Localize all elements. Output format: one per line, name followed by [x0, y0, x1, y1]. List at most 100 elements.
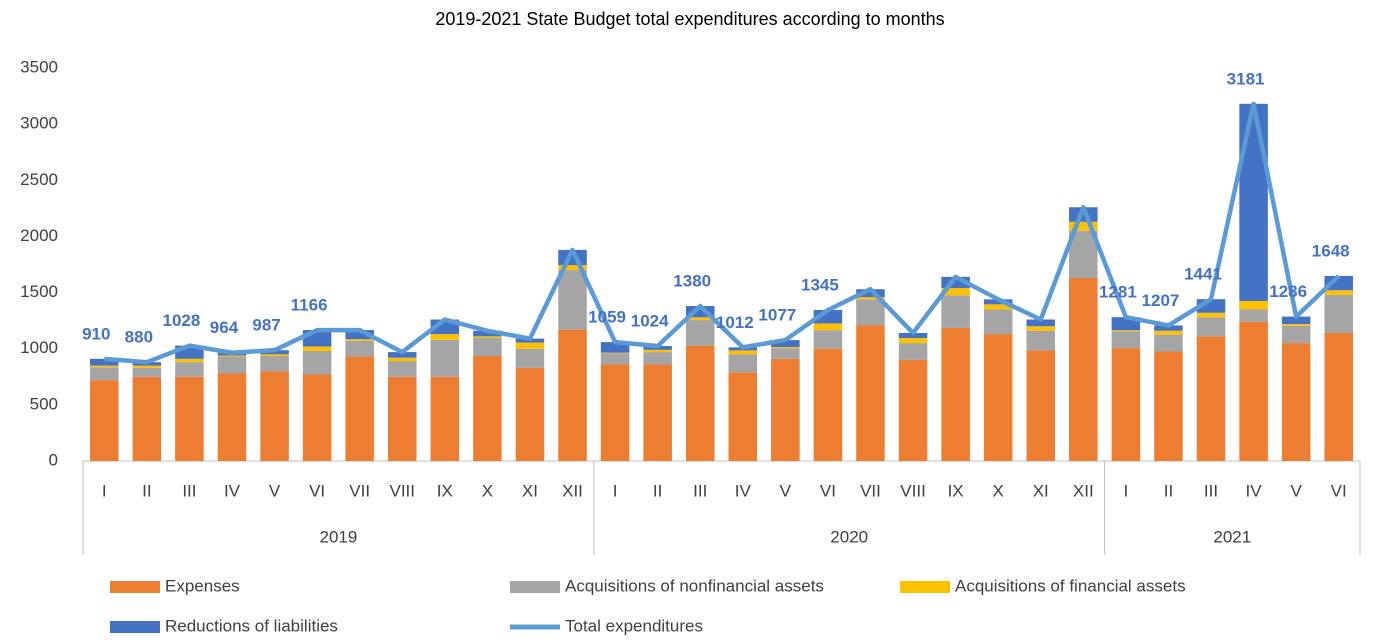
x-tick-label: VIII: [389, 481, 415, 500]
legend-label: Total expenditures: [565, 616, 703, 635]
data-label: 910: [82, 324, 110, 343]
data-label: 987: [252, 316, 280, 335]
bar-segment: [515, 348, 545, 368]
bar-segment: [728, 372, 758, 461]
data-label: 964: [210, 318, 239, 337]
data-label: 1207: [1142, 291, 1180, 310]
bar-segment: [132, 367, 162, 377]
y-tick-label: 3500: [20, 57, 58, 76]
bar-segment: [941, 295, 970, 328]
bar-segment: [175, 362, 204, 377]
x-tick-label: V: [780, 481, 792, 500]
bar-segment: [771, 347, 800, 349]
legend-label: Reductions of liabilities: [165, 616, 338, 635]
legend-swatch: [900, 581, 950, 593]
bar-segment: [856, 297, 885, 300]
bar-segment: [856, 299, 885, 326]
bar-segment: [941, 276, 970, 289]
bar-segment: [898, 343, 928, 360]
y-tick-label: 3000: [20, 114, 58, 133]
x-tick-label: VI: [1331, 481, 1347, 500]
bar-segment: [685, 345, 715, 461]
bar-segment: [1111, 330, 1141, 332]
bar-segment: [685, 306, 715, 318]
x-tick-label: VI: [309, 481, 325, 500]
group-label: 2021: [1213, 527, 1251, 546]
bar-segment: [1281, 325, 1311, 344]
bar-segment: [515, 342, 545, 349]
y-tick-label: 2500: [20, 170, 58, 189]
bar-segment: [1069, 221, 1098, 231]
x-tick-label: III: [1204, 481, 1218, 500]
y-tick-label: 2000: [20, 226, 58, 245]
bar-segment: [345, 340, 374, 357]
x-tick-label: XI: [1033, 481, 1049, 500]
group-label: 2020: [830, 527, 868, 546]
bar-segment: [1111, 348, 1141, 461]
legend-label: Expenses: [165, 576, 240, 595]
bar-segment: [558, 265, 587, 271]
bar-segment: [430, 376, 460, 461]
bar-segment: [90, 380, 119, 461]
bar-segment: [600, 342, 630, 353]
x-tick-label: II: [142, 481, 151, 500]
bar-segment: [1196, 336, 1226, 461]
data-label: 1166: [291, 296, 328, 315]
bar-segment: [260, 356, 289, 372]
total-line: [104, 101, 1341, 365]
bar-segment: [643, 364, 672, 461]
bar-segment: [1026, 319, 1056, 327]
x-tick-label: X: [482, 481, 493, 500]
data-label: 1077: [758, 306, 796, 325]
y-tick-label: 500: [30, 394, 58, 413]
bar-segment: [217, 356, 247, 374]
y-tick-label: 0: [49, 450, 58, 469]
bar-segment: [1069, 207, 1098, 222]
bar-segment: [473, 336, 502, 339]
bar-segment: [430, 334, 460, 340]
x-tick-label: III: [693, 481, 707, 500]
bar-segment: [1111, 331, 1141, 349]
x-tick-label: IV: [1246, 481, 1263, 500]
data-label: 1345: [801, 275, 839, 294]
bar-segment: [132, 376, 162, 461]
bar-segment: [983, 334, 1013, 461]
bar-segment: [260, 354, 289, 357]
bar-segment: [643, 349, 672, 353]
x-tick-label: XI: [522, 481, 538, 500]
legend-swatch: [110, 581, 160, 593]
data-label: 3181: [1227, 69, 1265, 88]
bar-segment: [1026, 326, 1056, 331]
bar-segment: [856, 289, 885, 298]
bar-segment: [558, 270, 587, 330]
bar-segment: [90, 358, 119, 366]
x-tick-label: V: [1290, 481, 1302, 500]
legend-label: Acquisitions of financial assets: [955, 576, 1186, 595]
data-label: 1648: [1312, 241, 1350, 260]
bar-segment: [430, 339, 460, 377]
bar-segment: [302, 346, 332, 351]
bar-segment: [1239, 309, 1268, 322]
bar-segment: [856, 325, 885, 461]
bar-segment: [1069, 230, 1098, 278]
bar-segment: [473, 330, 502, 337]
bar-segment: [600, 353, 630, 365]
x-tick-label: III: [182, 481, 196, 500]
data-label: 1380: [673, 272, 711, 291]
bar-segment: [345, 356, 374, 461]
bar-segment: [260, 371, 289, 461]
x-tick-label: X: [993, 481, 1004, 500]
bar-segment: [387, 357, 417, 362]
bar-segment: [473, 356, 502, 461]
bar-segment: [898, 332, 928, 339]
bar-segment: [1281, 343, 1311, 461]
x-tick-label: VIII: [900, 481, 926, 500]
bar-segment: [90, 367, 119, 381]
legend-swatch: [110, 621, 160, 633]
bar-segment: [1239, 103, 1268, 301]
data-label: 1028: [163, 311, 201, 330]
x-tick-label: II: [653, 481, 662, 500]
bar-segment: [898, 359, 928, 461]
bar-segment: [345, 330, 374, 340]
